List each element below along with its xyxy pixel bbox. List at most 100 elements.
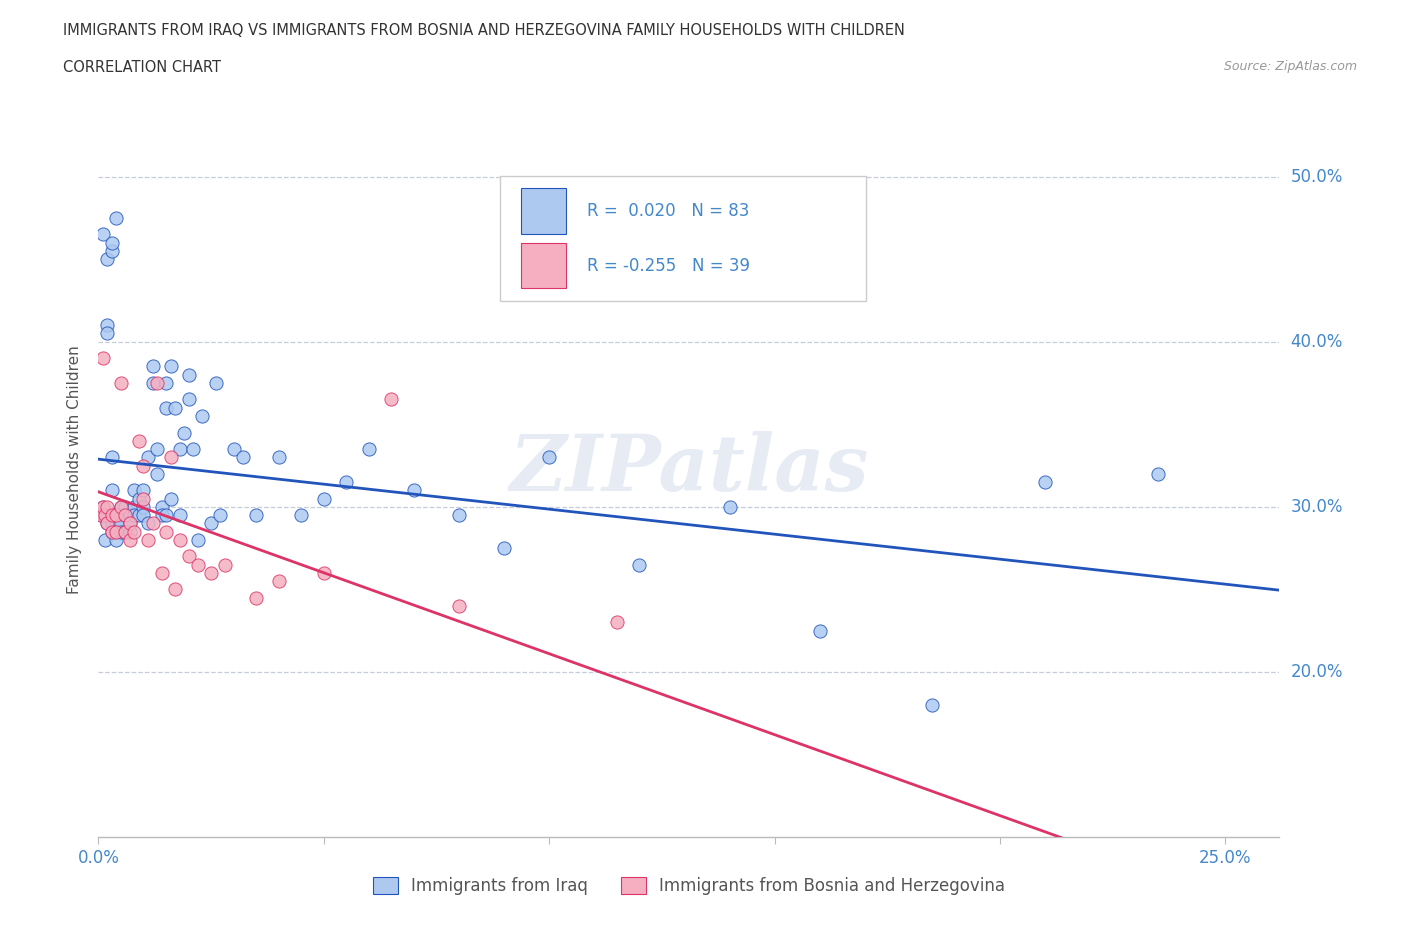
Point xyxy=(101,235,124,250)
Point xyxy=(110,499,132,514)
Point xyxy=(155,525,177,539)
Point xyxy=(267,574,290,589)
Point xyxy=(110,499,132,514)
Point xyxy=(132,458,155,473)
Point xyxy=(98,508,121,523)
Point xyxy=(146,376,169,391)
Point xyxy=(177,392,200,407)
Point xyxy=(101,525,124,539)
Point xyxy=(105,525,128,539)
Point xyxy=(335,474,357,489)
Point xyxy=(110,376,132,391)
Point xyxy=(222,442,245,457)
Point xyxy=(245,591,267,605)
Point xyxy=(132,483,155,498)
Text: 20.0%: 20.0% xyxy=(1291,663,1343,681)
Point xyxy=(159,359,181,374)
Point xyxy=(118,532,141,547)
Point xyxy=(606,615,628,630)
Point xyxy=(91,508,114,523)
Point xyxy=(105,516,128,531)
Point xyxy=(921,698,943,712)
Point xyxy=(141,376,163,391)
Point xyxy=(136,532,159,547)
Point xyxy=(96,326,118,341)
Point xyxy=(101,483,124,498)
Point xyxy=(150,565,173,580)
Point xyxy=(96,516,118,531)
Point xyxy=(91,499,114,514)
Point xyxy=(96,516,118,531)
Point xyxy=(124,508,146,523)
Point xyxy=(124,499,146,514)
Point xyxy=(114,508,136,523)
Point xyxy=(91,351,114,365)
Point xyxy=(136,516,159,531)
Point xyxy=(267,450,290,465)
Point xyxy=(169,442,191,457)
Point xyxy=(118,516,141,531)
Point xyxy=(146,466,169,481)
Point xyxy=(128,433,150,448)
Point xyxy=(214,557,236,572)
Point xyxy=(209,508,232,523)
Text: ZIPatlas: ZIPatlas xyxy=(509,432,869,508)
Point xyxy=(204,376,226,391)
Point xyxy=(245,508,267,523)
Point xyxy=(150,508,173,523)
Point xyxy=(105,210,128,225)
Point xyxy=(1146,466,1168,481)
Point xyxy=(357,442,380,457)
Point xyxy=(380,392,402,407)
Text: 30.0%: 30.0% xyxy=(1291,498,1343,516)
Point xyxy=(155,400,177,415)
Point xyxy=(200,516,222,531)
Point xyxy=(187,557,209,572)
Point xyxy=(114,499,136,514)
Text: IMMIGRANTS FROM IRAQ VS IMMIGRANTS FROM BOSNIA AND HERZEGOVINA FAMILY HOUSEHOLDS: IMMIGRANTS FROM IRAQ VS IMMIGRANTS FROM … xyxy=(63,23,905,38)
Point xyxy=(114,508,136,523)
Point xyxy=(114,525,136,539)
Text: R =  0.020   N = 83: R = 0.020 N = 83 xyxy=(588,202,749,219)
Point xyxy=(447,598,470,613)
Point xyxy=(921,863,943,878)
Point xyxy=(105,508,128,523)
Point xyxy=(155,508,177,523)
Text: R = -0.255   N = 39: R = -0.255 N = 39 xyxy=(588,257,751,274)
Point xyxy=(101,244,124,259)
Text: 50.0%: 50.0% xyxy=(1291,167,1343,186)
Point xyxy=(173,425,195,440)
Point xyxy=(159,450,181,465)
Point xyxy=(447,508,470,523)
Text: CORRELATION CHART: CORRELATION CHART xyxy=(63,60,221,75)
Point xyxy=(90,508,112,523)
Text: Source: ZipAtlas.com: Source: ZipAtlas.com xyxy=(1223,60,1357,73)
Point xyxy=(124,483,146,498)
Point xyxy=(90,508,112,523)
Point xyxy=(290,508,312,523)
Point xyxy=(187,532,209,547)
Point xyxy=(169,508,191,523)
Point xyxy=(169,532,191,547)
Point xyxy=(128,491,150,506)
Point xyxy=(155,376,177,391)
FancyBboxPatch shape xyxy=(501,176,866,300)
Point xyxy=(105,508,128,523)
Point xyxy=(110,508,132,523)
Point xyxy=(402,483,425,498)
Point xyxy=(718,499,741,514)
Point xyxy=(181,442,204,457)
Point xyxy=(177,367,200,382)
Point xyxy=(165,582,187,597)
Point xyxy=(132,491,155,506)
FancyBboxPatch shape xyxy=(522,243,567,288)
Point xyxy=(103,508,125,523)
Point xyxy=(159,491,181,506)
Point xyxy=(96,499,118,514)
Point xyxy=(165,400,187,415)
Point xyxy=(91,227,114,242)
Point xyxy=(494,540,516,555)
Point xyxy=(105,532,128,547)
Point xyxy=(136,450,159,465)
Point xyxy=(118,508,141,523)
